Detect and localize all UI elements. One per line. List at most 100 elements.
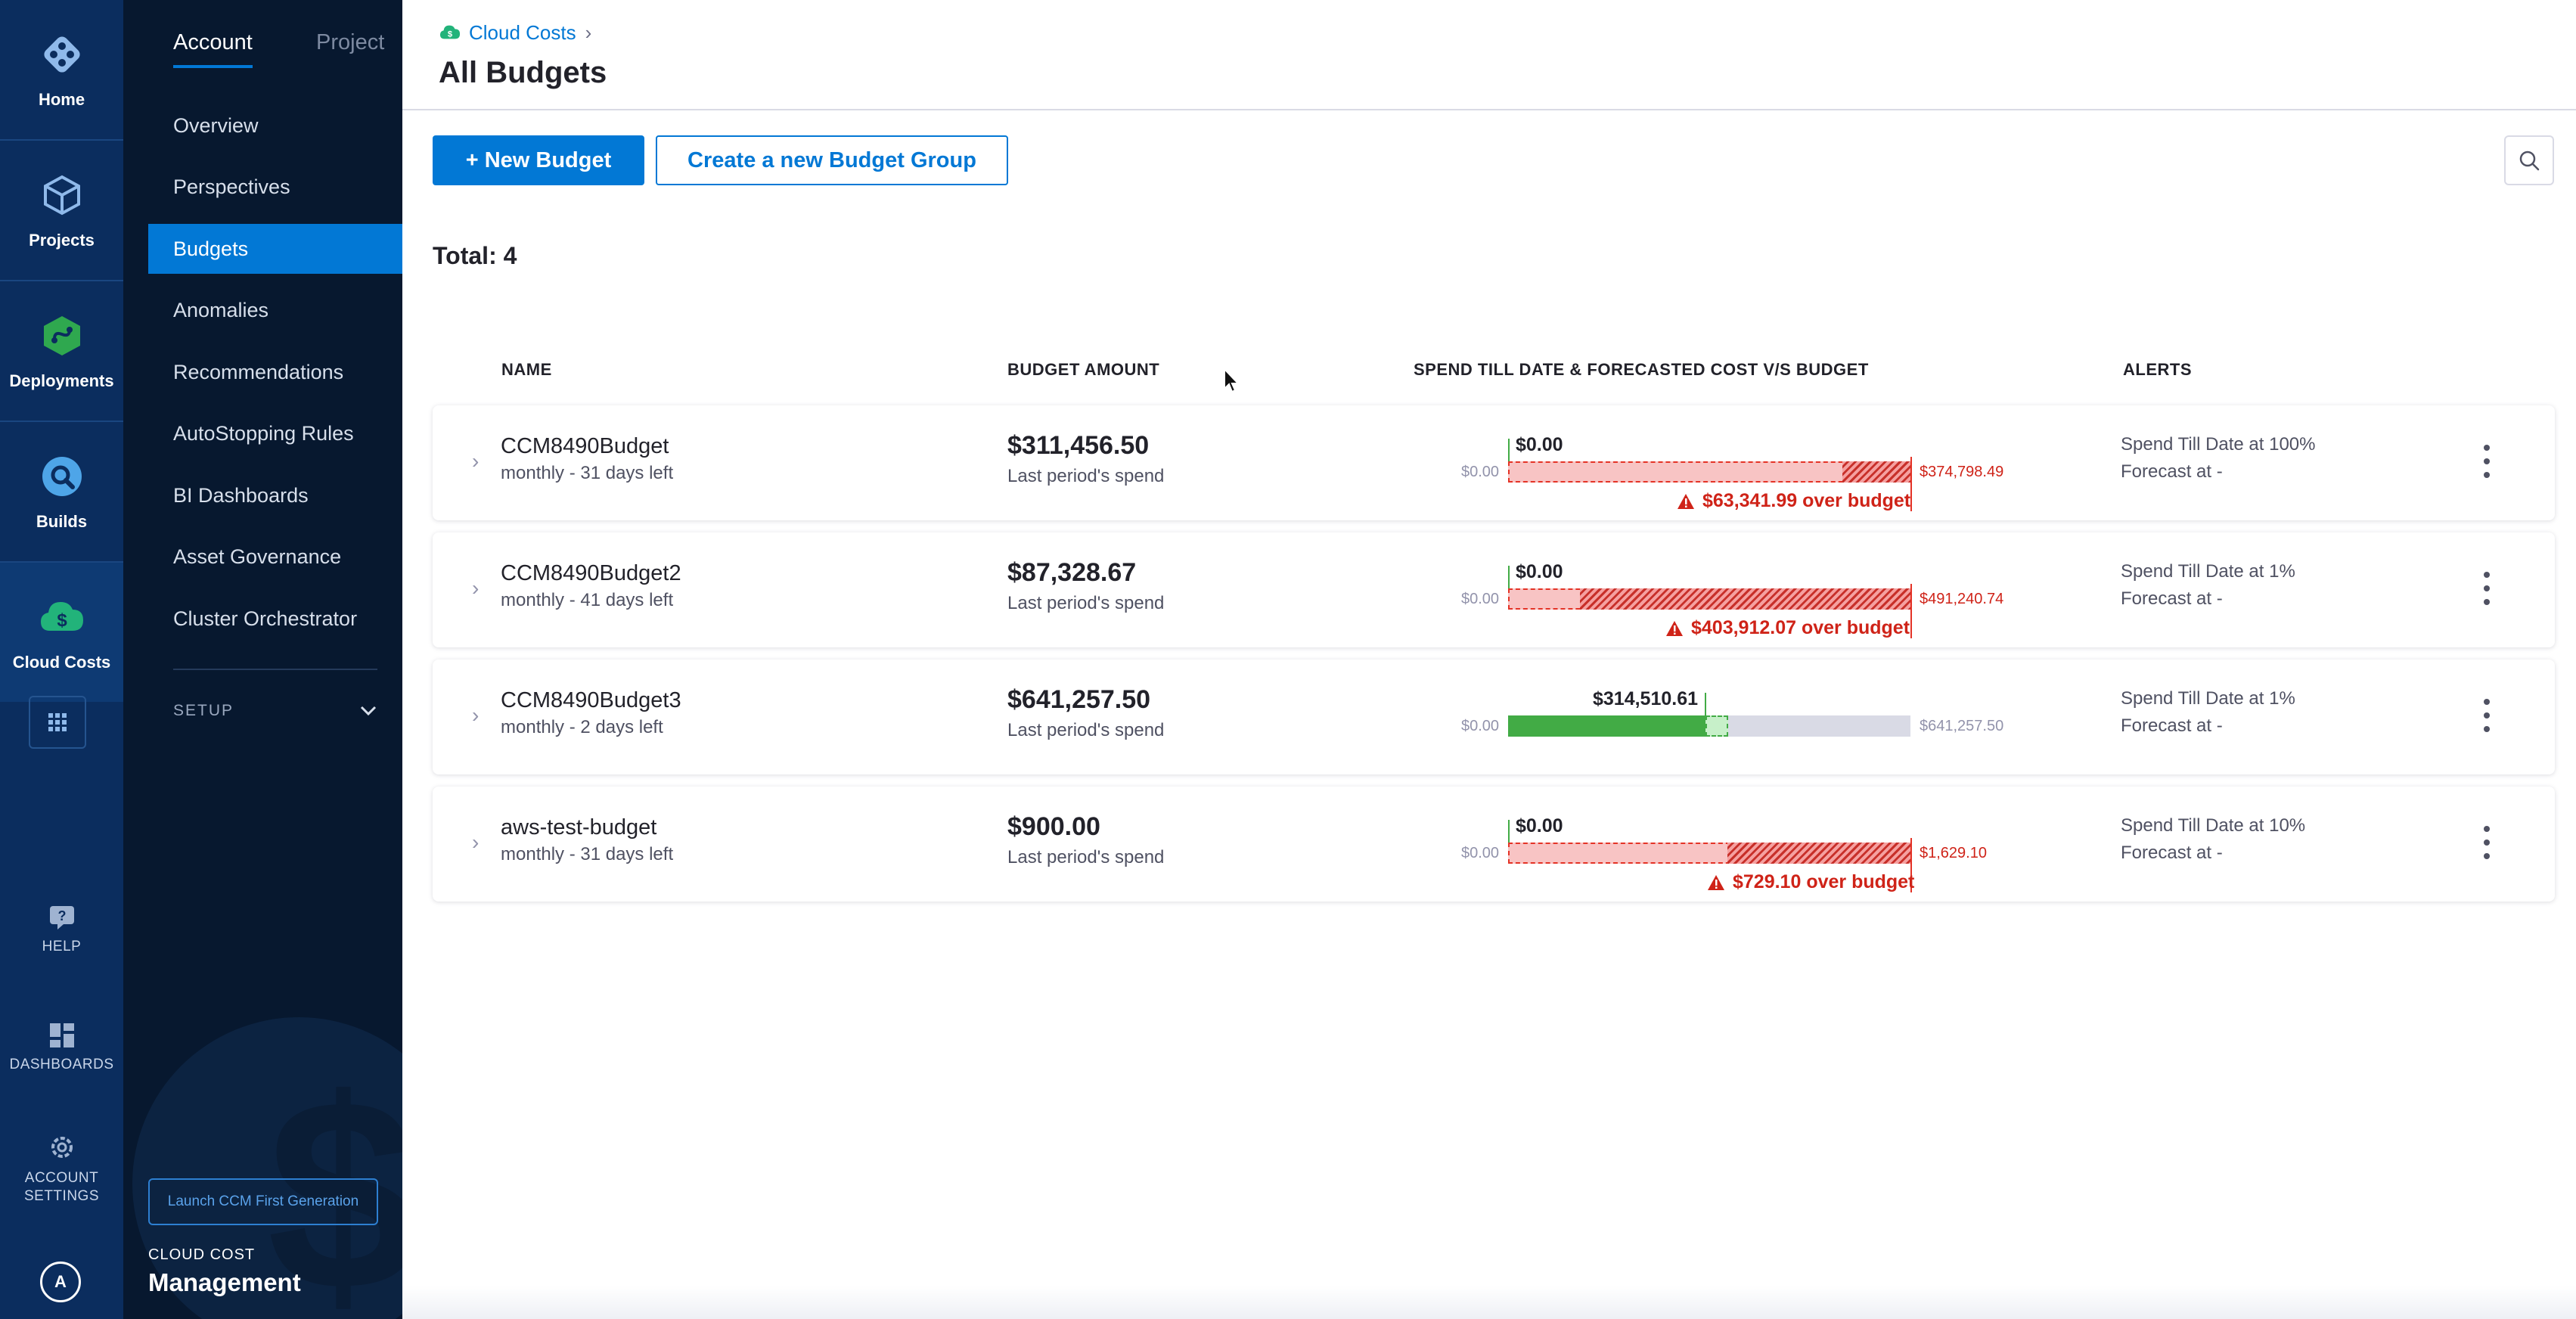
projects-cube-icon (37, 170, 87, 220)
budget-amount-caption: Last period's spend (1007, 720, 1165, 740)
sidebar-item-bi-dashboards[interactable]: BI Dashboards (173, 483, 309, 507)
bar-end-value: $491,240.74 (1920, 591, 2004, 607)
budget-amount: $641,257.50 (1007, 685, 1151, 714)
more-options-icon[interactable] (2479, 572, 2494, 605)
chevron-right-icon[interactable]: › (472, 703, 480, 727)
alert-forecast: Forecast at - (2121, 461, 2223, 482)
budget-limit-marker (1910, 584, 1912, 638)
spend-marker (1508, 439, 1510, 461)
spend-marker (1508, 820, 1510, 843)
bar-track (1508, 461, 1910, 483)
svg-text:?: ? (57, 908, 66, 923)
launch-ccm-first-generation-button[interactable]: Launch CCM First Generation (148, 1178, 378, 1225)
bar-end-value: $1,629.10 (1920, 845, 1987, 861)
sidebar-item-cluster-orchestrator[interactable]: Cluster Orchestrator (173, 607, 358, 630)
nav-help[interactable]: ? HELP (0, 905, 123, 956)
spend-value: $0.00 (1516, 561, 1563, 582)
sidebar-item-perspectives[interactable]: Perspectives (173, 175, 290, 198)
warning-icon (1707, 874, 1725, 891)
sidebar-item-recommendations[interactable]: Recommendations (173, 360, 344, 383)
cloud-costs-icon: $ (37, 592, 87, 642)
chevron-right-icon[interactable]: › (472, 449, 480, 473)
spend-marker (1508, 566, 1510, 588)
setup-section-toggle[interactable]: SETUP (173, 696, 377, 726)
bar-forecast-fill (1705, 715, 1728, 737)
bar-over-budget-hatch (1727, 843, 1910, 864)
module-name-big: Management (148, 1268, 301, 1296)
sidebar-item-asset-governance[interactable]: Asset Governance (173, 545, 342, 568)
settings-gear-icon (51, 1137, 73, 1158)
budget-period: monthly - 41 days left (501, 590, 674, 610)
nav-account-settings[interactable]: ACCOUNT SETTINGS (0, 1133, 123, 1206)
over-budget-message: $63,341.99 over budget (1677, 490, 1910, 512)
nav-cloud-costs[interactable]: $ Cloud Costs (0, 563, 123, 702)
nav-dashboards[interactable]: DASHBOARDS (0, 1023, 123, 1074)
create-budget-group-button[interactable]: Create a new Budget Group (656, 135, 1008, 185)
alert-forecast: Forecast at - (2121, 588, 2223, 609)
sidebar-item-overview[interactable]: Overview (173, 113, 259, 137)
bar-start-value: $0.00 (1461, 591, 1500, 607)
svg-text:$: $ (448, 29, 453, 39)
budget-period: monthly - 2 days left (501, 717, 663, 737)
bar-track (1508, 843, 1910, 864)
sidebar-item-anomalies[interactable]: Anomalies (173, 298, 269, 321)
table-row[interactable]: › CCM8490Budget2 monthly - 41 days left … (433, 532, 2555, 647)
new-budget-button[interactable]: + New Budget (433, 135, 644, 185)
chevron-right-icon[interactable]: › (472, 576, 480, 600)
over-budget-message: $403,912.07 over budget (1665, 617, 1910, 639)
nav-separator (0, 139, 123, 141)
budget-amount: $87,328.67 (1007, 558, 1137, 587)
module-name: CLOUD COST Management (148, 1246, 301, 1297)
watermark-dollar-icon: $ (267, 1043, 402, 1319)
avatar[interactable]: A (40, 1262, 81, 1302)
more-options-icon[interactable] (2479, 699, 2494, 732)
nav-projects[interactable]: Projects (0, 141, 123, 280)
nav-builds-label: Builds (36, 512, 88, 531)
spend-value: $0.00 (1516, 815, 1563, 836)
nav-account-settings-label: ACCOUNT SETTINGS (23, 1170, 99, 1204)
sidebar-item-autostopping-rules[interactable]: AutoStopping Rules (173, 421, 354, 445)
spend-value: $314,510.61 (1593, 688, 1699, 709)
chevron-down-icon (360, 706, 377, 716)
sidebar-divider (173, 669, 377, 670)
more-options-icon[interactable] (2479, 445, 2494, 478)
nav-home[interactable]: Home (0, 0, 123, 139)
mouse-cursor-icon (1224, 368, 1240, 393)
tab-account[interactable]: Account (173, 30, 253, 68)
table-row[interactable]: › CCM8490Budget3 monthly - 2 days left $… (433, 660, 2555, 774)
alert-spend: Spend Till Date at 1% (2121, 688, 2295, 709)
spend-bar: $0.00 $0.00 $1,629.10 $729.10 over budge… (1461, 787, 2066, 902)
nav-deployments[interactable]: Deployments (0, 281, 123, 421)
column-header-budget-amount: BUDGET AMOUNT (1007, 360, 1160, 379)
bar-spend-fill (1508, 715, 1705, 737)
nav-builds[interactable]: Builds (0, 422, 123, 561)
breadcrumb[interactable]: $ Cloud Costs › (439, 21, 591, 45)
bar-over-budget-hatch (1842, 461, 1910, 483)
more-options-icon[interactable] (2479, 826, 2494, 859)
spend-bar: $314,510.61 $0.00 $641,257.50 (1461, 660, 2066, 774)
over-budget-message: $729.10 over budget (1707, 871, 1914, 893)
page-footer-shadow (402, 1286, 2576, 1319)
module-name-small: CLOUD COST (148, 1246, 256, 1263)
bar-end-value: $374,798.49 (1920, 464, 2004, 480)
page-header: $ Cloud Costs › All Budgets (402, 0, 2576, 110)
chevron-right-icon[interactable]: › (472, 830, 480, 854)
more-modules-button[interactable] (29, 696, 86, 749)
help-icon: ? (49, 906, 74, 930)
budget-name: aws-test-budget (501, 815, 657, 840)
tab-project[interactable]: Project (316, 30, 385, 54)
budget-amount-caption: Last period's spend (1007, 593, 1165, 613)
svg-text:$: $ (57, 610, 67, 631)
table-row[interactable]: › aws-test-budget monthly - 31 days left… (433, 787, 2555, 902)
budget-period: monthly - 31 days left (501, 463, 674, 483)
nav-home-label: Home (38, 90, 85, 109)
table-row[interactable]: › CCM8490Budget monthly - 31 days left $… (433, 405, 2555, 520)
breadcrumb-cloud-costs[interactable]: Cloud Costs (469, 21, 576, 44)
nav-help-label: HELP (42, 939, 82, 954)
alert-forecast: Forecast at - (2121, 843, 2223, 863)
warning-icon (1677, 493, 1695, 510)
alert-spend: Spend Till Date at 10% (2121, 815, 2306, 836)
search-button[interactable] (2504, 135, 2554, 185)
sidebar-item-budgets[interactable]: Budgets (148, 224, 402, 274)
nav-dashboards-label: DASHBOARDS (9, 1057, 114, 1072)
